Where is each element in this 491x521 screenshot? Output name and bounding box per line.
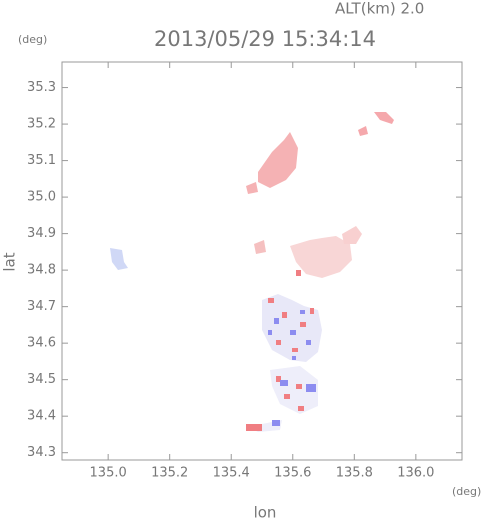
y-tick-label: 35.2 bbox=[27, 117, 56, 132]
x-tick-label: 136.0 bbox=[397, 466, 434, 481]
x-tick-label: 135.4 bbox=[213, 466, 250, 481]
echo bbox=[246, 182, 258, 194]
x-tick-label: 135.8 bbox=[336, 466, 373, 481]
echo bbox=[290, 236, 352, 278]
y-tick-label: 34.4 bbox=[27, 409, 56, 424]
echo bbox=[258, 132, 298, 188]
y-tick-label: 35.0 bbox=[27, 190, 56, 205]
echoes bbox=[110, 112, 394, 432]
x-tick-label: 135.0 bbox=[90, 466, 127, 481]
y-tick-label: 34.6 bbox=[27, 336, 56, 351]
y-tick-label: 35.1 bbox=[27, 153, 56, 168]
x-tick-label: 135.2 bbox=[151, 466, 188, 481]
y-tick-label: 34.5 bbox=[27, 372, 56, 387]
y-axis-label: lat bbox=[1, 252, 19, 271]
y-tick-label: 34.3 bbox=[27, 445, 56, 460]
y-unit: (deg) bbox=[18, 33, 47, 46]
x-unit: (deg) bbox=[452, 485, 481, 498]
echo bbox=[270, 366, 318, 414]
echo bbox=[358, 126, 368, 136]
y-tick-label: 34.7 bbox=[27, 299, 56, 314]
echo bbox=[254, 240, 266, 254]
chart-title: 2013/05/29 15:34:14 bbox=[154, 27, 376, 51]
x-axis-label: lon bbox=[254, 504, 277, 521]
echo bbox=[374, 112, 394, 124]
y-tick-label: 34.9 bbox=[27, 226, 56, 241]
y-tick-label: 35.3 bbox=[27, 80, 56, 95]
echo bbox=[110, 248, 128, 270]
y-tick-label: 34.8 bbox=[27, 263, 56, 278]
plot-frame bbox=[61, 61, 463, 461]
echo bbox=[342, 226, 362, 244]
chart-subtitle: ALT(km) 2.0 bbox=[335, 0, 424, 18]
x-tick-label: 135.6 bbox=[274, 466, 311, 481]
